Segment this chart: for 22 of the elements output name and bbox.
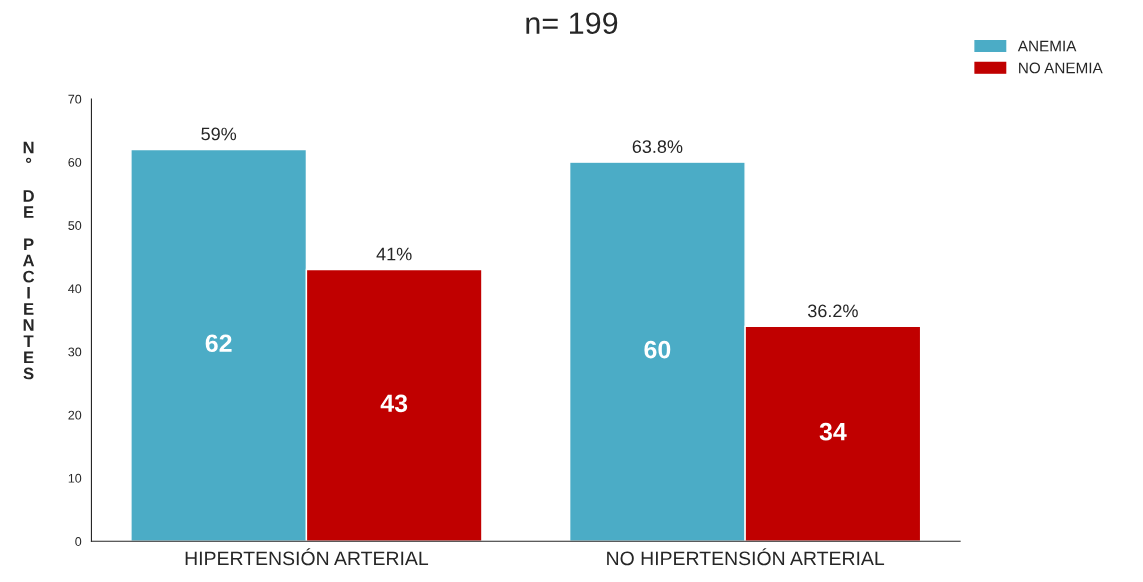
y-tick-label: 40	[68, 284, 82, 294]
legend-label: ANEMIA	[1017, 40, 1077, 52]
data-label: 62	[205, 334, 232, 353]
data-label: 60	[644, 340, 671, 359]
chart-title: n= 199	[526, 12, 618, 35]
text: N° DE PACIENTES	[22, 141, 35, 380]
annotation: 63.8%	[632, 140, 683, 153]
y-tick-label: 10	[68, 473, 82, 483]
x-tick-label: HIPERTENSIÓN ARTERIAL	[185, 548, 429, 566]
y-tick-label: 60	[68, 157, 82, 167]
data-label: 43	[380, 394, 408, 413]
annotation: 59%	[201, 127, 237, 141]
x-tick-label: NO HIPERTENSIÓN ARTERIAL	[607, 548, 885, 566]
y-tick-label: 20	[68, 410, 82, 420]
y-tick-label: 0	[75, 537, 82, 546]
y-tick-label: 30	[68, 347, 82, 357]
y-tick-label: 70	[68, 94, 82, 104]
annotation: 36.2%	[807, 304, 858, 318]
data-label: 34	[819, 422, 847, 441]
y-tick-label: 50	[68, 221, 82, 230]
legend-label: NO ANEMIA	[1019, 62, 1103, 74]
annotation: 41%	[376, 247, 412, 261]
